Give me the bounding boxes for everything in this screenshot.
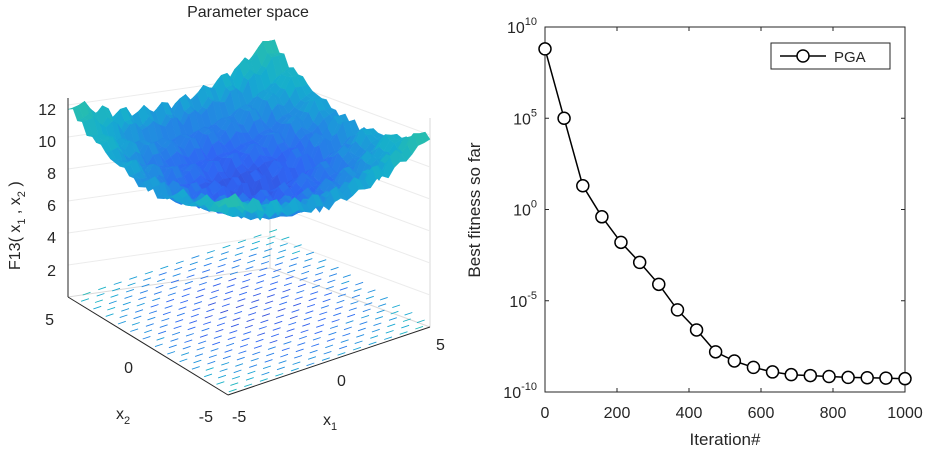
series-markers-pga: [538, 42, 912, 386]
data-point: [898, 371, 912, 386]
x-tick-label: 400: [676, 405, 703, 422]
x-ticks: 0 200 400 600 800 1000: [541, 27, 923, 422]
x-tick-label: 800: [820, 405, 847, 422]
z-tick-label: 6: [47, 198, 56, 215]
surface-mesh: [67, 39, 431, 221]
x2-tick-labels: 5 0 -5: [45, 312, 213, 426]
y-tick-label: 1010: [507, 16, 537, 37]
legend-marker-pga: [796, 49, 810, 63]
data-point: [576, 179, 590, 193]
x2-tick-label: -5: [199, 409, 213, 426]
y-tick-label: 105: [513, 107, 537, 128]
x2-tick-label: 0: [124, 360, 133, 377]
data-point: [557, 111, 571, 125]
legend: PGA: [770, 42, 891, 70]
z-tick-label: 10: [38, 134, 56, 151]
data-point: [595, 210, 609, 224]
y-ticks: 10-10 10-5 100 105 1010: [503, 16, 905, 402]
y-tick-label: 100: [513, 199, 537, 220]
z-tick-label: 8: [47, 166, 56, 183]
x-tick-label: 200: [604, 405, 631, 422]
convergence-plot: 0 200 400 600 800 1000 10-10 10-5 100 105 1010 PG…: [465, 16, 923, 449]
data-point: [689, 323, 704, 337]
x-axis-label: Iteration#: [690, 430, 761, 449]
z-tick-label: 12: [38, 102, 56, 119]
x1-tick-labels: -5 0 5: [232, 337, 445, 426]
x1-tick-label: 0: [337, 373, 346, 390]
plot-area: [544, 26, 906, 393]
x2-tick-label: 5: [45, 312, 54, 329]
contour-floor: [80, 229, 425, 393]
y-tick-label: 10-10: [503, 381, 537, 402]
data-point: [632, 255, 647, 270]
data-point: [765, 365, 780, 379]
x2-axis-label: x2: [116, 406, 130, 427]
y-axis-label: Best fitness so far: [465, 142, 484, 277]
data-point: [670, 303, 685, 317]
surface-axes: [67, 98, 431, 396]
data-point: [614, 235, 628, 250]
x-tick-label: 0: [541, 405, 550, 422]
data-point: [746, 360, 761, 375]
data-point: [879, 371, 893, 385]
z-tick-label: 2: [47, 263, 56, 280]
data-point: [784, 367, 798, 382]
z-tick-labels: 2 4 6 8 10 12: [38, 102, 56, 280]
legend-label-pga: PGA: [834, 49, 866, 66]
data-point: [708, 345, 723, 359]
x1-tick-label: 5: [436, 337, 445, 354]
surface-title: Parameter space: [187, 4, 309, 21]
x1-tick-label: -5: [232, 409, 246, 426]
x-tick-label: 600: [748, 405, 775, 422]
data-point: [538, 42, 552, 56]
z-axis-label: F13( x1 , x2 ): [7, 181, 28, 270]
x-tick-label: 1000: [887, 405, 923, 422]
surface-plot: Parameter space 2 4 6 8 10 12: [7, 4, 445, 433]
data-point: [727, 354, 742, 368]
data-point: [860, 371, 874, 385]
data-point: [841, 370, 855, 385]
data-point: [803, 368, 818, 383]
y-tick-label: 10-5: [509, 290, 537, 311]
z-tick-label: 4: [47, 230, 56, 247]
data-point: [652, 277, 666, 292]
x1-axis-label: x1: [323, 412, 337, 433]
data-point: [822, 369, 836, 384]
